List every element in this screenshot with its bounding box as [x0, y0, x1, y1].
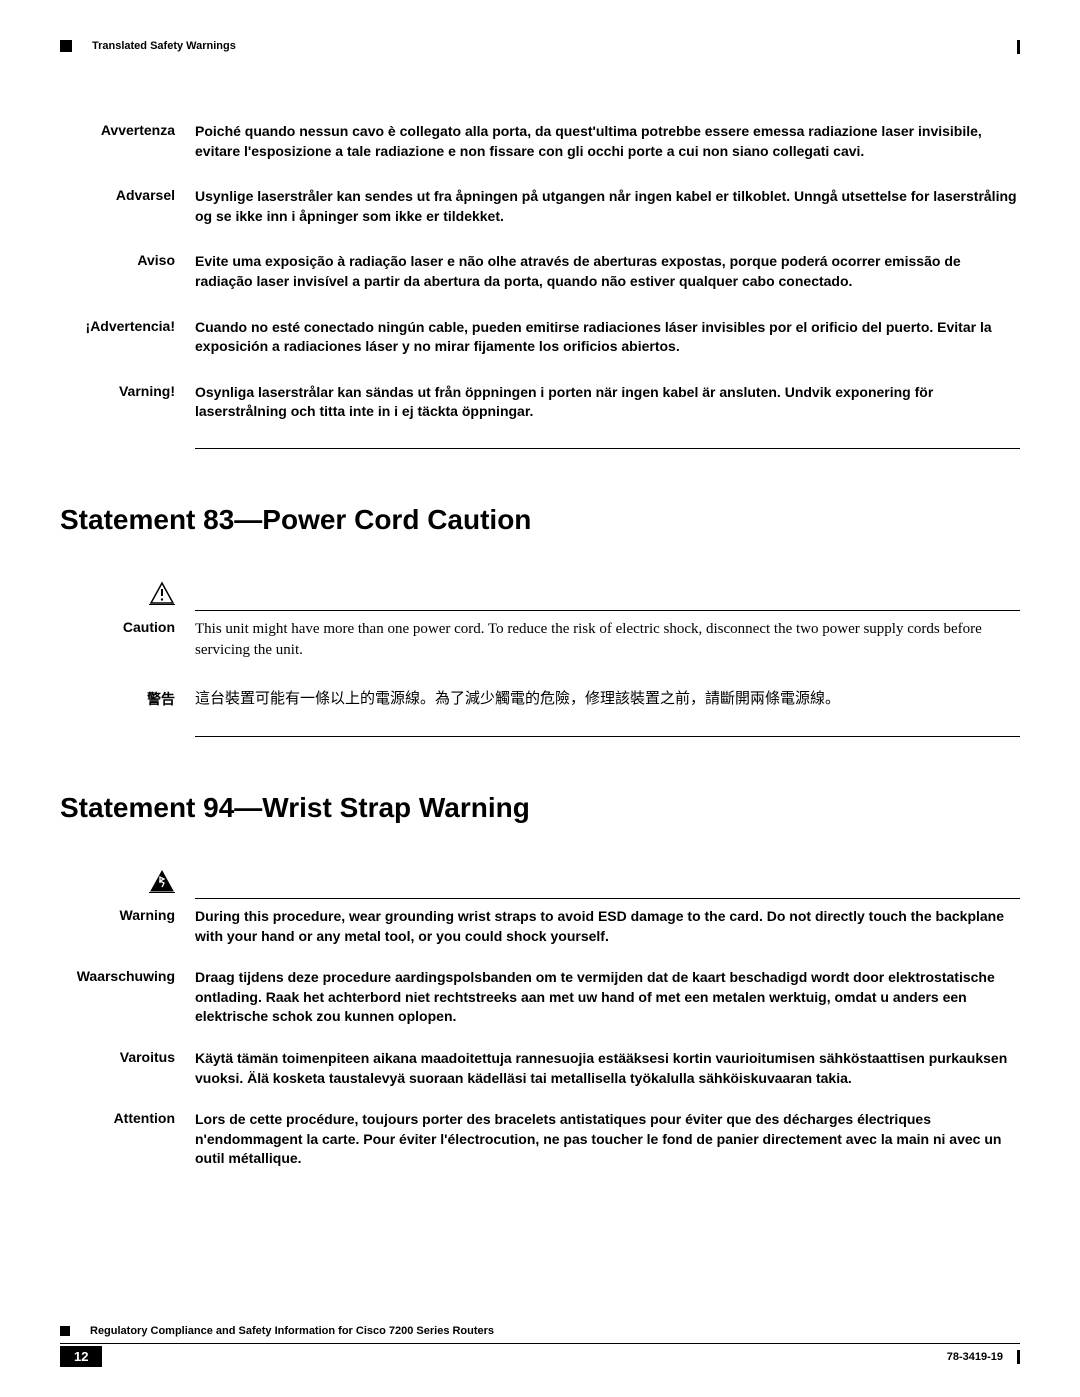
footer-doc-title: Regulatory Compliance and Safety Informa… — [90, 1325, 494, 1337]
warning-label: Aviso — [60, 252, 195, 268]
warning-text: Evite uma exposição à radiação laser e n… — [195, 252, 1020, 291]
warning-label: Advarsel — [60, 187, 195, 203]
warning-text: Lors de cette procédure, toujours porter… — [195, 1110, 1020, 1169]
warning-row: Varning! Osynliga laserstrålar kan sända… — [60, 383, 1020, 422]
warning-label: Avvertenza — [60, 122, 195, 138]
section-divider — [60, 448, 1020, 449]
warning-text: Käytä tämän toimenpiteen aikana maadoite… — [195, 1049, 1020, 1088]
warning-row: ¡Advertencia! Cuando no esté conectado n… — [60, 318, 1020, 357]
crop-mark-bottom — [1017, 1350, 1020, 1364]
caution-label: Caution — [60, 619, 195, 635]
footer-marker — [60, 1326, 70, 1336]
warning-text: During this procedure, wear grounding wr… — [195, 907, 1020, 946]
warning-row: Aviso Evite uma exposição à radiação las… — [60, 252, 1020, 291]
caution-divider — [60, 610, 1020, 611]
warning-text: Osynliga laserstrålar kan sändas ut från… — [195, 383, 1020, 422]
warning-text: Draag tijdens deze procedure aardingspol… — [195, 968, 1020, 1027]
warning-triangle-icon — [149, 869, 175, 898]
page-header: Translated Safety Warnings — [60, 40, 1020, 52]
warning-label: ¡Advertencia! — [60, 318, 195, 334]
warning-row: Advarsel Usynlige laserstråler kan sende… — [60, 187, 1020, 226]
warning-text: Usynlige laserstråler kan sendes ut fra … — [195, 187, 1020, 226]
section-divider — [60, 736, 1020, 737]
warning-text: Cuando no esté conectado ningún cable, p… — [195, 318, 1020, 357]
warning-row: Waarschuwing Draag tijdens deze procedur… — [60, 968, 1020, 1027]
warning-row: Avvertenza Poiché quando nessun cavo è c… — [60, 122, 1020, 161]
chinese-warning-text: 這台裝置可能有一條以上的電源線。為了減少觸電的危險，修理該裝置之前，請斷開兩條電… — [195, 689, 1020, 710]
caution-icon-row — [60, 581, 1020, 610]
caution-triangle-icon — [149, 581, 175, 610]
warning-icon-row — [60, 869, 1020, 898]
warning-row: Attention Lors de cette procédure, toujo… — [60, 1110, 1020, 1169]
chinese-warning-label: 警告 — [60, 689, 195, 709]
warning-label: Warning — [60, 907, 195, 923]
header-marker — [60, 40, 72, 52]
warning-divider — [60, 898, 1020, 899]
warning-row: Warning During this procedure, wear grou… — [60, 907, 1020, 946]
chinese-warning-row: 警告 這台裝置可能有一條以上的電源線。為了減少觸電的危險，修理該裝置之前，請斷開… — [60, 689, 1020, 710]
page-footer: Regulatory Compliance and Safety Informa… — [60, 1325, 1020, 1367]
warning-text: Poiché quando nessun cavo è collegato al… — [195, 122, 1020, 161]
warning-label: Waarschuwing — [60, 968, 195, 984]
section-94-title: Statement 94—Wrist Strap Warning — [60, 792, 1020, 824]
section-83-title: Statement 83—Power Cord Caution — [60, 504, 1020, 536]
warning-label: Varning! — [60, 383, 195, 399]
warning-label: Attention — [60, 1110, 195, 1126]
top-warnings-block: Avvertenza Poiché quando nessun cavo è c… — [60, 122, 1020, 449]
footer-rule — [60, 1343, 1020, 1344]
page-number: 12 — [60, 1346, 102, 1367]
crop-mark-top — [1017, 40, 1020, 54]
section-94-warnings: Warning During this procedure, wear grou… — [60, 907, 1020, 1169]
caution-row: Caution This unit might have more than o… — [60, 619, 1020, 661]
document-number: 78-3419-19 — [947, 1351, 1011, 1363]
warning-label: Varoitus — [60, 1049, 195, 1065]
caution-text: This unit might have more than one power… — [195, 619, 1020, 661]
warning-row: Varoitus Käytä tämän toimenpiteen aikana… — [60, 1049, 1020, 1088]
header-breadcrumb: Translated Safety Warnings — [92, 40, 236, 52]
